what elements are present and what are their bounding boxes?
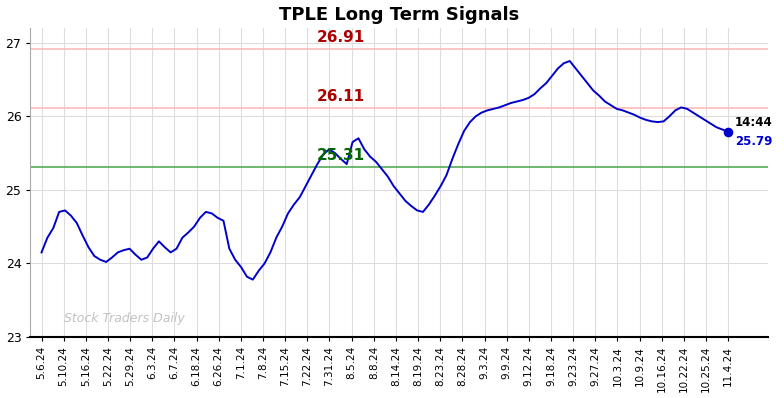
Text: 14:44: 14:44 bbox=[735, 115, 772, 129]
Text: 26.11: 26.11 bbox=[317, 89, 365, 104]
Point bbox=[722, 129, 735, 135]
Title: TPLE Long Term Signals: TPLE Long Term Signals bbox=[279, 6, 519, 23]
Text: 25.31: 25.31 bbox=[317, 148, 365, 163]
Text: 25.79: 25.79 bbox=[735, 135, 772, 148]
Text: 26.91: 26.91 bbox=[317, 30, 365, 45]
Text: Stock Traders Daily: Stock Traders Daily bbox=[64, 312, 184, 325]
